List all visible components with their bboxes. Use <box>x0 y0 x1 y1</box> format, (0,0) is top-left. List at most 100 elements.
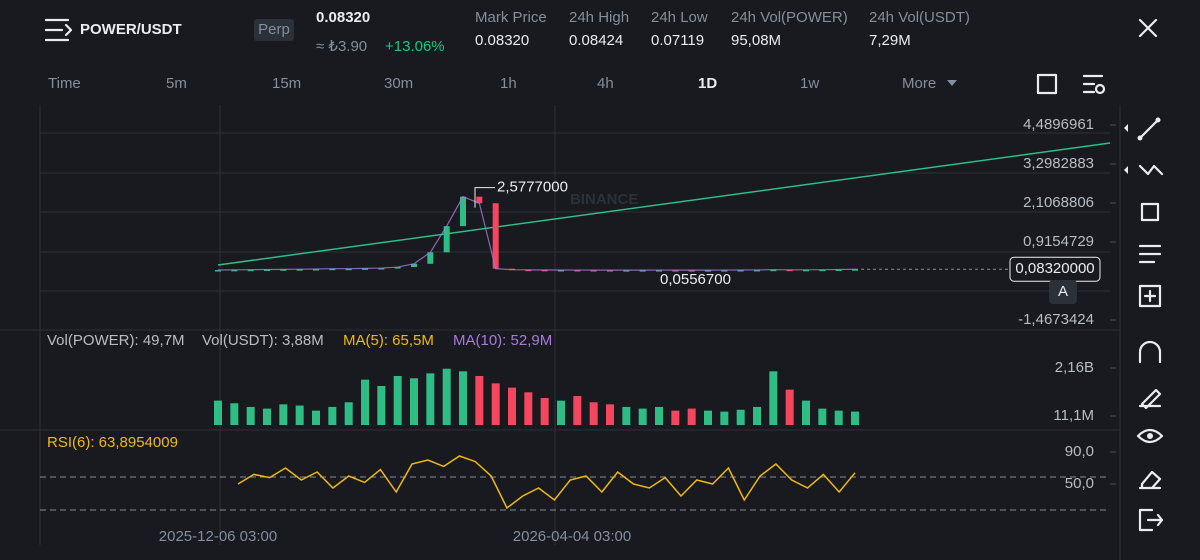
trend-line <box>217 142 1111 266</box>
volume-bar <box>279 404 288 425</box>
candle <box>623 270 630 272</box>
candle <box>460 196 466 227</box>
timeframe-tab[interactable]: 1D <box>698 75 717 92</box>
volume-bar <box>214 400 222 425</box>
price-tick-label: -1,4673424 <box>1018 311 1094 328</box>
candle <box>754 269 760 272</box>
candle <box>280 269 287 271</box>
last-price-label: 0,08320000 <box>1015 260 1094 277</box>
layout-icons[interactable] <box>1036 73 1106 95</box>
candle <box>427 252 434 264</box>
volume-bar <box>785 389 794 425</box>
timeframe-tab[interactable]: 4h <box>597 75 614 92</box>
high-marker <box>474 187 495 208</box>
timeframe-tab[interactable]: Time <box>48 75 81 92</box>
stat-value: 0.08424 <box>569 32 623 49</box>
volume-bar <box>442 368 451 425</box>
volume-bar <box>344 402 353 425</box>
candle <box>639 270 646 272</box>
badge: Perp <box>258 21 290 38</box>
volume-bar <box>230 403 239 425</box>
volume-bar <box>393 375 402 425</box>
stat-value: 95,08M <box>731 32 781 49</box>
volume-bar <box>475 375 484 425</box>
badge-bg <box>254 19 294 41</box>
candle <box>770 269 777 272</box>
low-label: 0,0556700 <box>660 271 731 288</box>
candle <box>362 268 368 270</box>
timeframe-tab[interactable]: 30m <box>384 75 413 92</box>
candle <box>737 270 744 272</box>
candle <box>705 270 711 272</box>
rsi-line <box>237 455 856 510</box>
rsi-legend: RSI(6): 63,8954009 <box>47 434 178 451</box>
volume-bar <box>426 373 435 425</box>
volume-bar <box>834 410 843 425</box>
candle <box>247 269 254 272</box>
volume-bar <box>851 411 859 425</box>
candle <box>378 268 385 270</box>
candle <box>672 270 679 272</box>
volume-bar <box>263 408 271 425</box>
stat-value: 0.08320 <box>475 32 529 49</box>
volume-bar <box>557 400 565 425</box>
candle <box>411 263 417 268</box>
candle <box>819 269 826 272</box>
volume-bar <box>638 408 647 425</box>
stat-label: 24h Vol(POWER) <box>731 9 848 26</box>
rsi-tick-label: 50,0 <box>1065 475 1094 492</box>
price-tick-label: 2,1068806 <box>1023 194 1094 211</box>
candle <box>803 269 809 272</box>
date-label: 2026-04-04 03:00 <box>513 528 631 545</box>
volume-bar <box>377 385 386 425</box>
candle <box>607 270 613 272</box>
timeframe-tab[interactable]: 1h <box>500 75 517 92</box>
timeframe-tab[interactable]: 5m <box>166 75 187 92</box>
candle <box>476 196 483 204</box>
dropdown-arrow <box>947 80 957 86</box>
symbol[interactable]: POWER/USDT <box>80 21 182 38</box>
timeframe-tab[interactable]: 15m <box>272 75 301 92</box>
candle <box>656 270 662 272</box>
volume-bar <box>802 400 810 425</box>
stat-label: Mark Price <box>475 9 547 26</box>
rsi-tick-label: 90,0 <box>1065 443 1094 460</box>
candle <box>688 270 695 272</box>
date-label: 2025-12-06 03:00 <box>159 528 277 545</box>
high-label: 2,5777000 <box>497 179 568 196</box>
volume-legend: MA(5): 65,5M <box>343 332 434 349</box>
stat-value: 0.07119 <box>651 32 704 49</box>
candle <box>492 203 499 269</box>
last-price: 0.08320 <box>316 9 370 26</box>
candle <box>835 269 842 272</box>
volume-legend: Vol(POWER): 49,7M <box>47 332 185 349</box>
candle <box>852 269 858 271</box>
toolbar[interactable] <box>1124 117 1164 532</box>
volume-bar <box>606 404 614 425</box>
timeframe-tab[interactable]: 1w <box>800 75 819 92</box>
auto-button[interactable]: A <box>1058 283 1068 300</box>
close-button[interactable] <box>1138 18 1158 38</box>
volume-bar <box>328 406 337 425</box>
timeframe-tab[interactable]: More <box>902 75 936 92</box>
volume-bar <box>655 406 663 425</box>
volume-bar <box>589 402 598 425</box>
price-tick-label: 0,9154729 <box>1023 233 1094 250</box>
price-tick-label: 3,2982883 <box>1023 155 1094 172</box>
stat-label: 24h High <box>569 9 629 26</box>
volume-bar <box>818 408 827 425</box>
volume-bar <box>622 406 631 425</box>
watermark: BINANCE <box>570 191 638 208</box>
menu-icon[interactable] <box>44 18 73 42</box>
volume-bar <box>720 411 729 425</box>
volume-legend: MA(10): 52,9M <box>453 332 552 349</box>
candle <box>574 270 581 272</box>
candle <box>296 269 303 271</box>
volume-bar <box>508 387 516 425</box>
volume-bar <box>295 405 304 425</box>
candle <box>345 268 352 271</box>
volume-bar <box>524 392 533 425</box>
volume-bar <box>704 410 712 425</box>
